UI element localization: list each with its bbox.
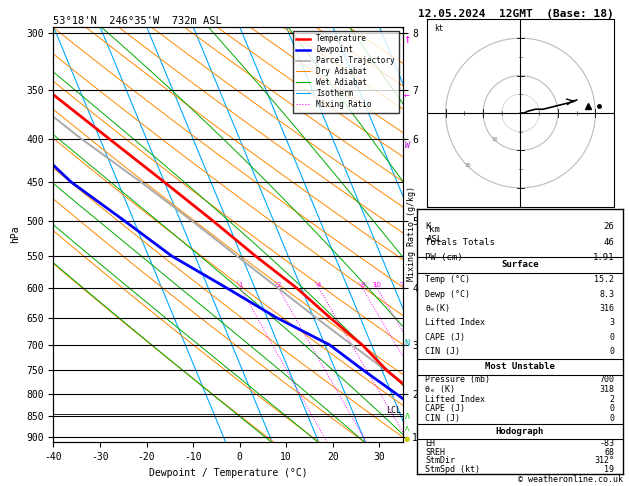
Text: 312°: 312° xyxy=(594,456,615,466)
Text: CAPE (J): CAPE (J) xyxy=(425,332,465,342)
Text: Pressure (mb): Pressure (mb) xyxy=(425,375,490,384)
Text: Λ: Λ xyxy=(404,412,409,421)
Text: 700: 700 xyxy=(599,375,615,384)
Text: 318: 318 xyxy=(599,385,615,394)
Text: 3: 3 xyxy=(610,318,615,327)
Text: CIN (J): CIN (J) xyxy=(425,347,460,356)
Text: 0: 0 xyxy=(610,404,615,413)
Text: ●: ● xyxy=(404,436,410,442)
Text: 0: 0 xyxy=(610,332,615,342)
Text: 10: 10 xyxy=(491,137,498,142)
Text: 0: 0 xyxy=(610,347,615,356)
Text: 68: 68 xyxy=(604,448,615,457)
Text: Dewp (°C): Dewp (°C) xyxy=(425,290,470,298)
Text: 2: 2 xyxy=(610,395,615,403)
Text: θₑ(K): θₑ(K) xyxy=(425,304,450,313)
Text: Lifted Index: Lifted Index xyxy=(425,318,485,327)
Text: W: W xyxy=(404,141,409,150)
Text: CIN (J): CIN (J) xyxy=(425,414,460,423)
Text: 19: 19 xyxy=(604,465,615,474)
Text: kt: kt xyxy=(435,24,443,33)
Text: Hodograph: Hodograph xyxy=(496,427,544,436)
Text: -83: -83 xyxy=(599,439,615,448)
Text: SREH: SREH xyxy=(425,448,445,457)
Text: ←: ← xyxy=(404,90,410,100)
Text: Lifted Index: Lifted Index xyxy=(425,395,485,403)
Text: StmDir: StmDir xyxy=(425,456,455,466)
Text: 46: 46 xyxy=(604,238,615,246)
Text: 2: 2 xyxy=(276,282,281,288)
Text: © weatheronline.co.uk: © weatheronline.co.uk xyxy=(518,474,623,484)
Text: 20: 20 xyxy=(420,282,429,288)
Text: LCL: LCL xyxy=(386,406,401,415)
Text: 10: 10 xyxy=(372,282,381,288)
Text: 20: 20 xyxy=(465,163,471,168)
Text: 15.2: 15.2 xyxy=(594,275,615,284)
X-axis label: Dewpoint / Temperature (°C): Dewpoint / Temperature (°C) xyxy=(148,468,308,478)
Y-axis label: hPa: hPa xyxy=(11,226,21,243)
Text: 4: 4 xyxy=(316,282,321,288)
Text: 8: 8 xyxy=(360,282,365,288)
Text: 1: 1 xyxy=(238,282,243,288)
Text: 1.91: 1.91 xyxy=(593,254,615,262)
Text: Λ: Λ xyxy=(405,426,409,432)
Text: Totals Totals: Totals Totals xyxy=(425,238,495,246)
Text: StmSpd (kt): StmSpd (kt) xyxy=(425,465,481,474)
Text: N: N xyxy=(404,339,409,348)
Text: PW (cm): PW (cm) xyxy=(425,254,463,262)
Text: 12.05.2024  12GMT  (Base: 18): 12.05.2024 12GMT (Base: 18) xyxy=(418,9,614,19)
Text: 0: 0 xyxy=(610,414,615,423)
Text: Surface: Surface xyxy=(501,260,538,269)
Text: 15: 15 xyxy=(400,282,409,288)
Text: CAPE (J): CAPE (J) xyxy=(425,404,465,413)
Text: Temp (°C): Temp (°C) xyxy=(425,275,470,284)
Text: 25: 25 xyxy=(436,282,445,288)
Y-axis label: km
ASL: km ASL xyxy=(426,225,443,244)
Legend: Temperature, Dewpoint, Parcel Trajectory, Dry Adiabat, Wet Adiabat, Isotherm, Mi: Temperature, Dewpoint, Parcel Trajectory… xyxy=(292,31,399,113)
Text: 26: 26 xyxy=(604,222,615,231)
Text: K: K xyxy=(425,222,431,231)
Text: ↑: ↑ xyxy=(403,33,411,46)
Text: θₑ (K): θₑ (K) xyxy=(425,385,455,394)
Text: EH: EH xyxy=(425,439,435,448)
Text: Most Unstable: Most Unstable xyxy=(485,362,555,371)
Text: 53°18'N  246°35'W  732m ASL: 53°18'N 246°35'W 732m ASL xyxy=(53,16,222,26)
Text: Mixing Ratio (g/kg): Mixing Ratio (g/kg) xyxy=(408,186,416,281)
Text: 8.3: 8.3 xyxy=(599,290,615,298)
Text: 316: 316 xyxy=(599,304,615,313)
